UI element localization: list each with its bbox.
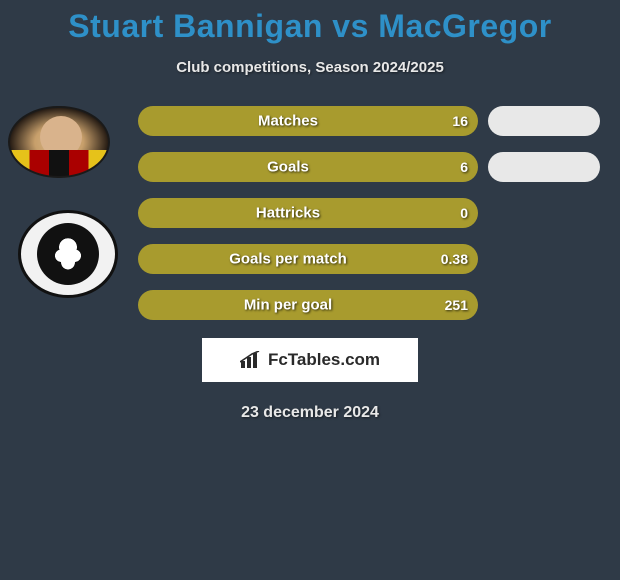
page-title: Stuart Bannigan vs MacGregor: [0, 0, 620, 45]
player1-bar: [138, 244, 478, 274]
logo-text: FcTables.com: [268, 350, 380, 370]
date-label: 23 december 2024: [0, 404, 620, 422]
face-icon: [40, 116, 82, 158]
stat-row: Matches16: [138, 106, 602, 136]
fctables-logo: FcTables.com: [202, 338, 418, 382]
subtitle: Club competitions, Season 2024/2025: [0, 59, 620, 76]
stat-row: Hattricks0: [138, 198, 602, 228]
player2-club-crest: [18, 210, 118, 298]
player1-bar: [138, 106, 478, 136]
stat-row: Goals6: [138, 152, 602, 182]
stat-row: Min per goal251: [138, 290, 602, 320]
player1-bar: [138, 152, 478, 182]
stats-bars: Matches16 Goals6 Hattricks0 Goals per match…: [138, 106, 602, 320]
comparison-panel: Matches16 Goals6 Hattricks0 Goals per match…: [0, 106, 620, 320]
bars-icon: [240, 351, 262, 369]
player2-bar: [488, 106, 600, 136]
avatar-column: [8, 106, 118, 298]
player1-bar: [138, 198, 478, 228]
player2-bar: [488, 152, 600, 182]
player1-bar: [138, 290, 478, 320]
player1-avatar: [8, 106, 110, 178]
thistle-icon: [51, 237, 85, 271]
stat-row: Goals per match0.38: [138, 244, 602, 274]
